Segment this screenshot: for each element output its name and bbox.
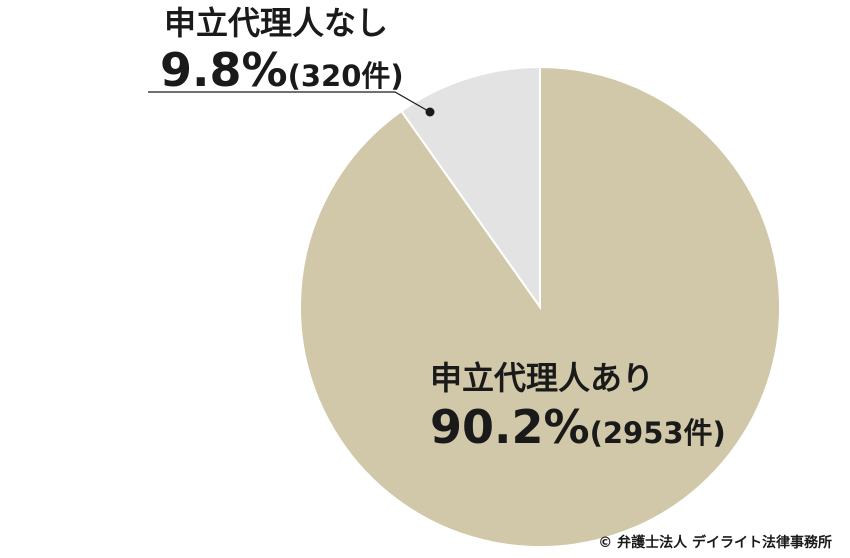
leader-line — [148, 91, 431, 113]
slice-count-without-attorney: (320件) — [287, 59, 404, 93]
slice-label-with-attorney: 申立代理人あり — [430, 359, 655, 397]
slice-percent-with-attorney: 90.2% — [430, 400, 590, 454]
slice-label-without-attorney: 申立代理人なし — [164, 4, 389, 42]
label-with-attorney: 申立代理人あり 90.2%(2953件) — [430, 362, 726, 450]
slice-without-attorney — [399, 65, 541, 311]
slice-percent-without-attorney: 9.8% — [160, 43, 288, 97]
copyright-text: © 弁護士法人 デイライト法律事務所 — [598, 535, 832, 551]
label-without-attorney: 申立代理人なし 9.8%(320件) — [160, 7, 404, 93]
slice-count-with-attorney: (2953件) — [589, 416, 726, 450]
leader-dot — [425, 107, 435, 117]
